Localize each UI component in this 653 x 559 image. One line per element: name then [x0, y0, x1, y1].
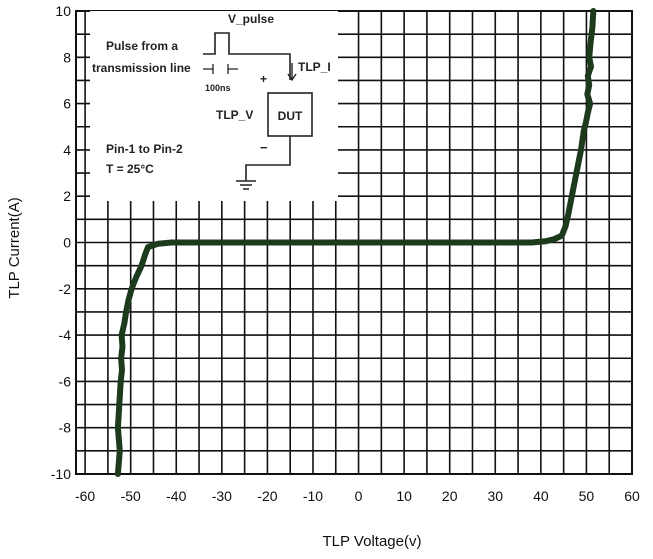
y-tick-label: -4	[59, 327, 72, 343]
dut-label: DUT	[278, 109, 303, 123]
x-tick-label: -60	[75, 488, 95, 504]
y-tick-label: 2	[63, 188, 71, 204]
inset-plus-sign: +	[260, 72, 267, 86]
y-tick-label: 4	[63, 142, 71, 158]
inset-voltage-label: TLP_V	[216, 108, 253, 122]
pulse-width-label: 100ns	[205, 83, 231, 93]
y-axis-title: TLP Current(A)	[6, 197, 23, 298]
inset-source-label-1: Pulse from a	[106, 39, 178, 53]
x-tick-label: 50	[579, 488, 595, 504]
y-tick-label: -10	[51, 466, 71, 482]
ground-symbol-icon	[236, 180, 256, 190]
x-axis-title: TLP Voltage(v)	[323, 533, 422, 550]
x-tick-label: -30	[212, 488, 232, 504]
y-tick-label: 10	[55, 3, 71, 19]
x-tick-label: 20	[442, 488, 458, 504]
y-tick-label: 6	[63, 96, 71, 112]
y-tick-label: 8	[63, 49, 71, 65]
inset-note-pins: Pin-1 to Pin-2	[106, 142, 183, 156]
x-tick-label: -10	[303, 488, 323, 504]
inset-minus-sign: −	[260, 140, 268, 155]
y-tick-labels: 10 8 6 4 2 0 -2 -4 -6 -8 -10	[51, 3, 71, 482]
inset-vpulse-label: V_pulse	[228, 12, 274, 26]
x-tick-label: -40	[166, 488, 186, 504]
inset-source-label-2: transmission line	[92, 61, 191, 75]
x-tick-label: -20	[257, 488, 277, 504]
x-tick-labels: -60 -50 -40 -30 -20 -10 0 10 20 30 40 50 60	[75, 488, 640, 504]
y-tick-label: -6	[59, 373, 72, 389]
tlp-iv-curve	[114, 8, 597, 477]
y-tick-label: -8	[59, 420, 72, 436]
y-tick-label: -2	[59, 281, 72, 297]
x-tick-label: 60	[624, 488, 640, 504]
pulse-waveform	[203, 32, 291, 80]
inset-current-label: TLP_I	[298, 60, 331, 74]
curve-layer	[114, 8, 597, 477]
x-tick-label: -50	[121, 488, 141, 504]
ground-wire	[245, 136, 291, 181]
tlp-current-arrow	[287, 63, 297, 82]
plot-frame	[75, 10, 633, 475]
inset-note-temperature: T = 25°C	[106, 162, 154, 176]
x-tick-label: 40	[533, 488, 549, 504]
x-tick-label: 0	[355, 488, 363, 504]
x-tick-label: 10	[396, 488, 412, 504]
pulse-width-marker	[203, 64, 238, 74]
tlp-test-schematic-inset: V_pulse Pulse from a transmission line 1…	[90, 11, 338, 201]
y-tick-label: 0	[63, 235, 71, 251]
x-tick-label: 30	[487, 488, 503, 504]
